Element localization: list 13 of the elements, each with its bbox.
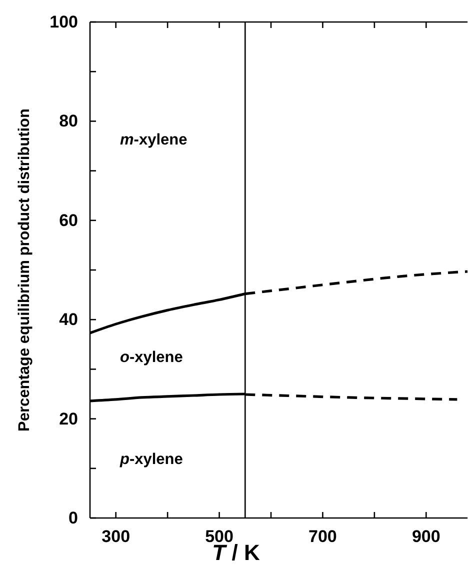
x-tick-label: 700 (308, 527, 337, 546)
y-tick-label: 100 (50, 12, 78, 32)
y-tick-label: 0 (68, 508, 78, 528)
y-tick-label: 40 (59, 310, 78, 330)
x-tick-label: 300 (102, 527, 130, 546)
annotation: m-xylene (120, 131, 188, 148)
x-tick-label: 900 (412, 527, 440, 546)
y-tick-label: 60 (59, 210, 78, 230)
y-tick-label: 80 (59, 112, 78, 131)
y-axis-title: Percentage equilibrium product distribution (16, 108, 33, 432)
annotation: o-xylene (120, 349, 184, 366)
y-tick-label: 20 (59, 409, 78, 428)
annotation: p-xylene (119, 450, 184, 468)
